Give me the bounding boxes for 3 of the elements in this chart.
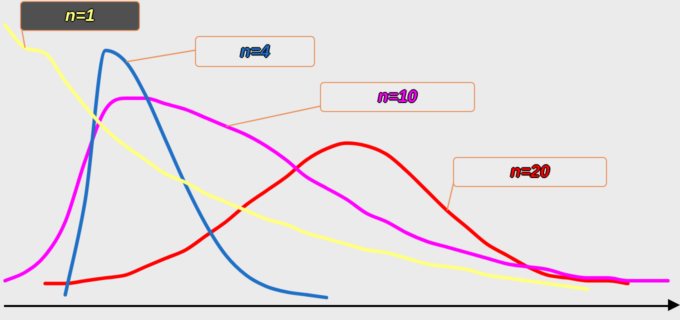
callout: n=1	[17, 0, 143, 51]
callout: n=10	[223, 79, 478, 130]
callout: n=20	[444, 154, 610, 214]
